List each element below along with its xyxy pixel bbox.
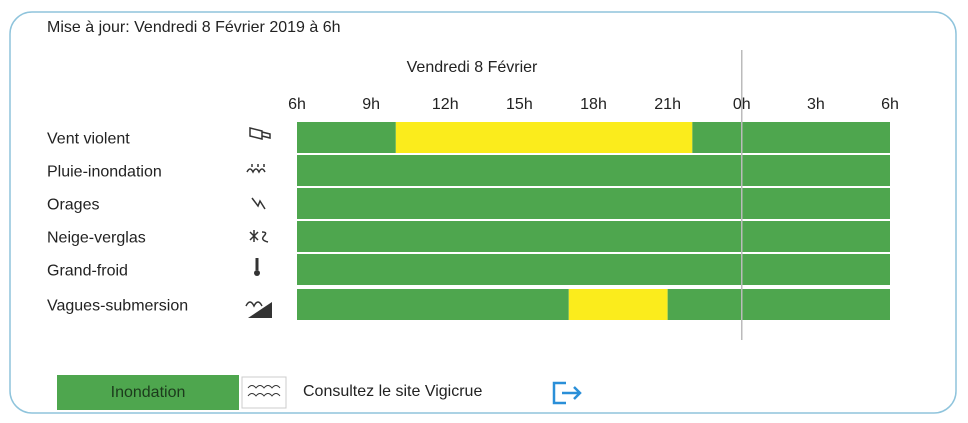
segment	[297, 254, 890, 285]
hour-label: 18h	[580, 96, 607, 113]
segment	[297, 155, 890, 186]
hour-label: 3h	[807, 96, 825, 113]
flood-legend-box	[57, 375, 239, 410]
hour-label: 6h	[288, 96, 306, 113]
segment	[297, 122, 396, 153]
segment	[297, 188, 890, 219]
flood-icon-box	[241, 376, 287, 409]
segment	[568, 289, 668, 320]
link-icon[interactable]	[552, 381, 582, 405]
hour-label: 21h	[654, 96, 681, 113]
title-mask	[44, 14, 424, 40]
segment	[692, 122, 890, 153]
segment	[297, 221, 890, 252]
row-label: Neige-verglas	[47, 230, 146, 247]
wave-icon-base	[248, 302, 272, 318]
hour-label: 12h	[432, 96, 459, 113]
day-label: Vendredi 8 Février	[407, 59, 538, 76]
snow-icon	[249, 230, 269, 243]
cold-icon-bulb	[254, 270, 260, 276]
hour-label: 6h	[881, 96, 899, 113]
panel-border	[9, 11, 957, 414]
storm-icon	[251, 197, 266, 210]
wave-icon	[245, 301, 263, 308]
row-label: Vent violent	[47, 131, 130, 148]
update-text: Mise à jour: Vendredi 8 Février 2019 à 6…	[47, 19, 341, 36]
row-label: Orages	[47, 197, 99, 214]
hour-label: 9h	[362, 96, 380, 113]
row-label: Pluie-inondation	[47, 164, 162, 181]
flood-legend-label: Inondation	[111, 384, 186, 401]
flood-icon	[247, 385, 281, 397]
hour-label: 15h	[506, 96, 533, 113]
wind-icon	[249, 127, 271, 140]
row-icons	[245, 127, 271, 308]
segment	[395, 122, 693, 153]
vigicrue-link[interactable]: Consultez le site Vigicrue	[303, 383, 482, 400]
row-label: Grand-froid	[47, 263, 128, 280]
row-label: Vagues-submersion	[47, 298, 188, 315]
segment	[297, 289, 569, 320]
rain-icon	[246, 164, 266, 174]
segment	[667, 289, 890, 320]
